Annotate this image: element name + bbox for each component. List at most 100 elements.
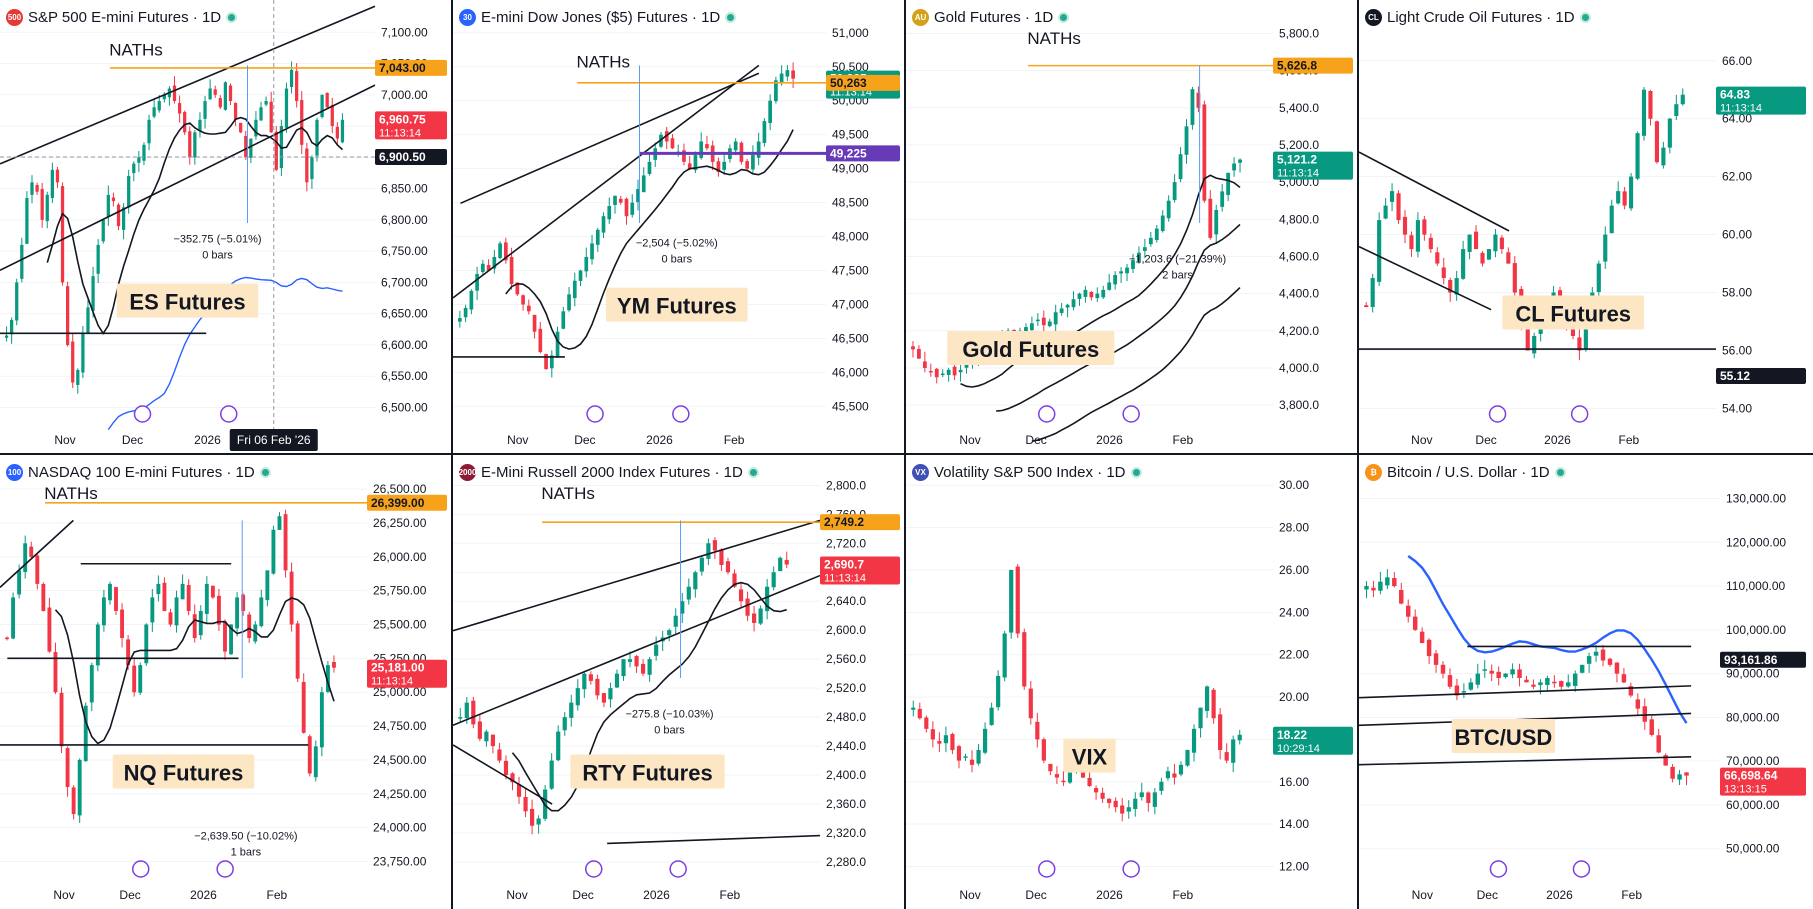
candle-body [1178, 154, 1183, 180]
candle-body [247, 614, 252, 639]
chart-title[interactable]: ₿ Bitcoin / U.S. Dollar · 1D [1365, 464, 1566, 481]
candle-body [774, 80, 778, 102]
candle-body [114, 587, 118, 611]
chart-panel-4[interactable]: 66.00 64.00 62.00 60.00 58.00 56.00 54.00 Nov De… [1359, 0, 1812, 454]
price-label: 5,626.8 [1273, 57, 1353, 74]
chart-panel-7[interactable]: 30.0028.0026.0024.0022.0020.0018.0016.00… [906, 455, 1359, 909]
candle-body [269, 101, 273, 133]
candle-body [976, 750, 981, 764]
event-marker-icon[interactable] [1122, 405, 1140, 423]
chart-title[interactable]: 2000 E-Mini Russell 2000 Index Futures · … [459, 464, 759, 481]
chart-panel-1[interactable]: 7,100.007,050.007,000.006,950.006,900.00… [0, 0, 453, 454]
chart-panel-8[interactable]: 130,000.00 120,000.00 110,000.00 100,000.00… [1359, 455, 1812, 909]
candle-body [532, 314, 537, 332]
candle-body [1628, 686, 1634, 696]
candle-body [607, 206, 612, 220]
candle-body [180, 583, 185, 600]
candle-body [745, 161, 749, 169]
price-label: 5,121.211:13:14 [1273, 151, 1353, 180]
candle-body [745, 598, 750, 616]
candle-body [188, 131, 192, 158]
event-marker-icon[interactable] [584, 860, 603, 878]
candle-body [1067, 771, 1073, 783]
x-tick-label: 2026 [646, 433, 673, 447]
candle-body [928, 370, 933, 373]
chart-title[interactable]: VX Volatility S&P 500 Index · 1D [912, 464, 1142, 481]
event-marker-icon[interactable] [131, 860, 150, 878]
price-label-bg [1720, 767, 1806, 796]
countdown-text: 11:13:14 [824, 573, 866, 585]
y-tick-label: 2,600.0 [826, 623, 866, 637]
chart-svg-7[interactable]: 30.0028.0026.0024.0022.0020.0018.0016.00… [906, 455, 1359, 909]
event-marker-icon[interactable] [1488, 405, 1507, 423]
chart-svg-8[interactable]: 130,000.00 120,000.00 110,000.00 100,000.00… [1359, 455, 1812, 909]
candle-body [1603, 234, 1608, 262]
candle-body [25, 197, 29, 244]
candle-body [1226, 172, 1231, 195]
panel-divider[interactable] [0, 453, 1813, 455]
chart-svg-5[interactable]: 26,500.00 26,250.00 26,000.00 25,750.00 25,5… [0, 455, 453, 909]
chart-svg-6[interactable]: 2,800.02,760.02,720.02,680.02,640.02,600… [453, 455, 906, 909]
event-marker-icon[interactable] [1037, 405, 1056, 423]
y-tick-label: 47,500 [832, 264, 869, 278]
measure-label: −1,203.6 (−21.39%) [1129, 253, 1226, 265]
chart-svg-3[interactable]: 5,800.05,600.05,400.05,200.05,000.04,800… [906, 0, 1359, 454]
event-marker-icon[interactable] [1122, 860, 1140, 878]
candle-body [30, 182, 34, 195]
y-tick-label: 20.00 [1279, 690, 1309, 704]
x-tick-label: Feb [720, 888, 741, 902]
y-tick-label: 5,800.0 [1279, 26, 1319, 40]
event-marker-icon[interactable] [1570, 405, 1589, 423]
candle-body [595, 229, 600, 245]
event-marker-icon[interactable] [1489, 860, 1508, 878]
y-tick-label: 6,700.00 [381, 275, 428, 289]
candle-body [1383, 205, 1388, 219]
chart-svg-4[interactable]: 66.00 64.00 62.00 60.00 58.00 56.00 54.00 Nov De… [1359, 0, 1812, 454]
candle-body [930, 729, 935, 740]
candle-body [1454, 278, 1459, 295]
chart-panel-6[interactable]: 2,800.02,760.02,720.02,680.02,640.02,600… [453, 455, 906, 909]
event-marker-icon[interactable] [1572, 860, 1591, 878]
candle-body [654, 644, 659, 656]
candle-body [725, 561, 731, 573]
candle-body [1684, 772, 1689, 776]
chart-svg-2[interactable]: 51,00050,50050,00049,50049,00048,50048,0… [453, 0, 906, 454]
chart-title[interactable]: 30 E-mini Dow Jones ($5) Futures · 1D [459, 9, 737, 26]
candle-body [198, 119, 202, 131]
candle-body [1412, 616, 1418, 630]
measure-bars-label: 0 bars [662, 254, 693, 266]
candle-body [307, 736, 312, 774]
candle-body [1532, 335, 1537, 354]
chart-title[interactable]: 500 S&P 500 E-mini Futures · 1D [6, 9, 238, 26]
candle-body [922, 361, 927, 368]
event-marker-icon[interactable] [220, 405, 238, 423]
y-tick-label: 50,000.00 [1726, 842, 1780, 856]
candle-body [1524, 679, 1529, 683]
event-marker-icon[interactable] [216, 860, 234, 878]
candle-body [1405, 605, 1411, 617]
event-marker-icon[interactable] [672, 405, 690, 423]
nath-label: NATHs [541, 484, 595, 503]
chart-panel-3[interactable]: 5,800.05,600.05,400.05,200.05,000.04,800… [906, 0, 1359, 454]
candle-body [1041, 317, 1046, 326]
chart-panel-5[interactable]: 26,500.00 26,250.00 26,000.00 25,750.00 25,5… [0, 455, 453, 909]
chart-title[interactable]: 100 NASDAQ 100 E-mini Futures · 1D [6, 464, 271, 481]
candle-body [1499, 237, 1504, 250]
candle-body [315, 119, 319, 156]
candle-body [1208, 198, 1213, 238]
event-marker-icon[interactable] [133, 405, 152, 423]
chart-title[interactable]: AU Gold Futures · 1D [912, 9, 1070, 26]
y-tick-label: 2,320.0 [826, 826, 866, 840]
chart-callout: NQ Futures [124, 760, 244, 785]
event-marker-icon[interactable] [1037, 860, 1056, 878]
candle-body [601, 693, 607, 703]
price-label-bg [1273, 726, 1353, 755]
price-label-bg [1273, 57, 1353, 74]
event-marker-icon[interactable] [669, 860, 687, 878]
event-marker-icon[interactable] [586, 405, 604, 423]
chart-title[interactable]: CL Light Crude Oil Futures · 1D [1365, 9, 1591, 26]
chart-svg-1[interactable]: 7,100.007,050.007,000.006,950.006,900.00… [0, 0, 453, 454]
candle-body [249, 138, 253, 158]
trend-line [607, 834, 821, 845]
chart-panel-2[interactable]: 51,000 50,500 50,000 49,500 49,000 48,500 48,0… [453, 0, 906, 454]
